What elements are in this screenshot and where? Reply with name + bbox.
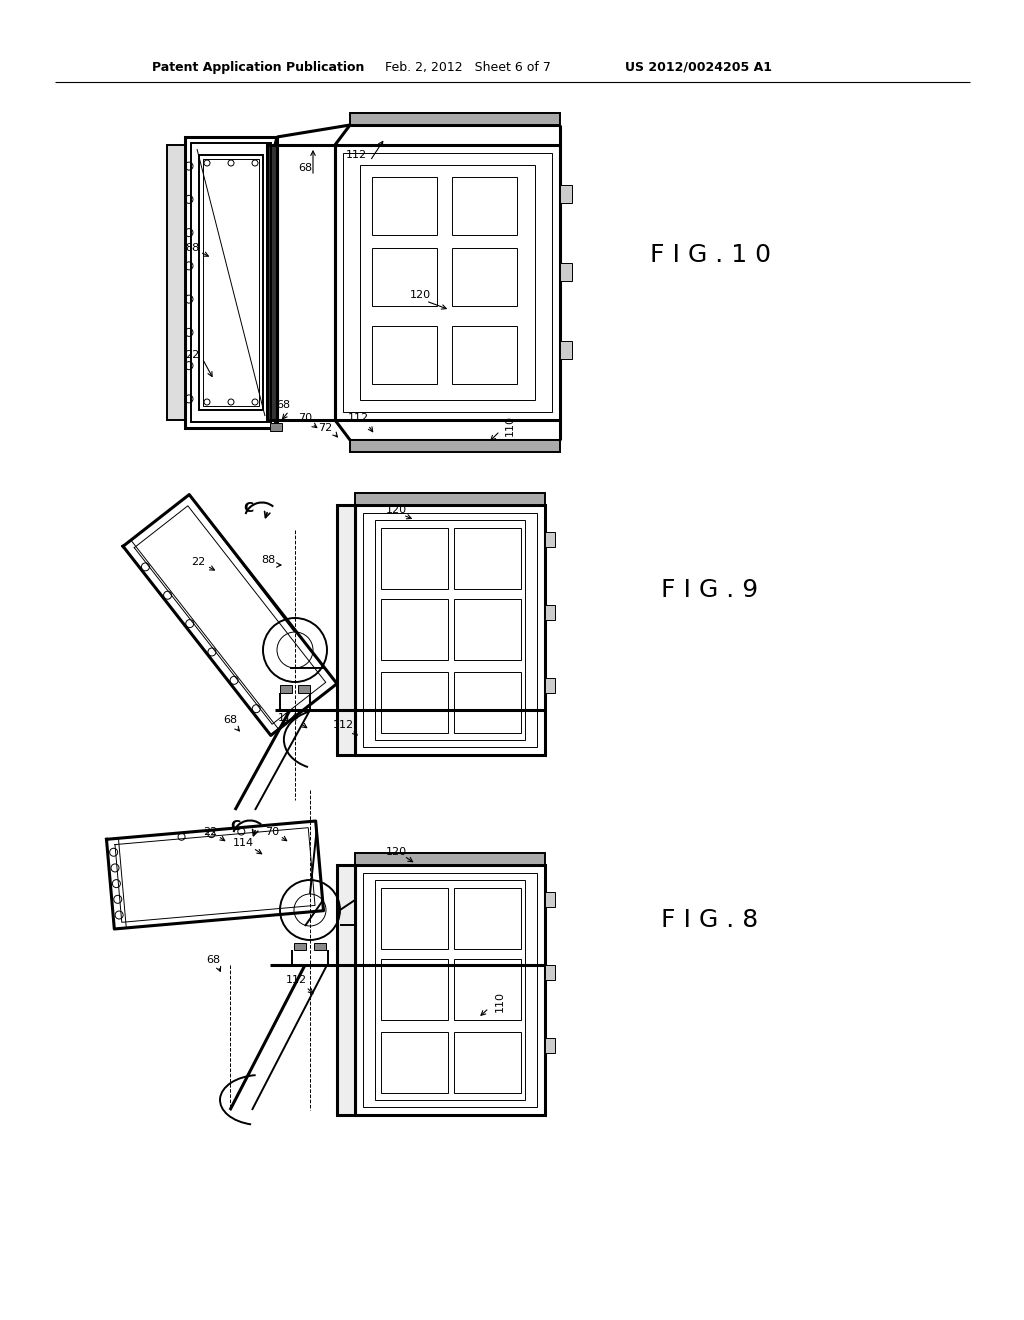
- Bar: [454, 672, 521, 733]
- Bar: [298, 685, 310, 693]
- Bar: [560, 185, 572, 203]
- Bar: [314, 942, 326, 950]
- Bar: [454, 528, 521, 589]
- Bar: [545, 965, 555, 979]
- Text: 22: 22: [203, 828, 217, 837]
- Text: Feb. 2, 2012   Sheet 6 of 7: Feb. 2, 2012 Sheet 6 of 7: [385, 61, 551, 74]
- Bar: [280, 685, 292, 693]
- Bar: [381, 672, 449, 733]
- Text: 68: 68: [223, 715, 238, 725]
- Text: 120: 120: [410, 290, 430, 300]
- Bar: [381, 888, 449, 949]
- Bar: [360, 165, 535, 400]
- Bar: [337, 506, 355, 755]
- Bar: [545, 532, 555, 546]
- Text: 120: 120: [385, 506, 407, 515]
- Bar: [560, 263, 572, 281]
- Bar: [375, 880, 525, 1100]
- Text: F I G . 9: F I G . 9: [662, 578, 759, 602]
- Text: 70: 70: [298, 413, 312, 422]
- Bar: [381, 1032, 449, 1093]
- Text: 110: 110: [505, 414, 515, 436]
- Bar: [362, 873, 537, 1107]
- Bar: [355, 853, 545, 865]
- Text: 114: 114: [278, 713, 299, 723]
- Bar: [381, 528, 449, 589]
- Bar: [267, 145, 278, 420]
- Bar: [355, 865, 545, 1115]
- Text: C: C: [243, 502, 253, 515]
- Bar: [452, 248, 517, 306]
- Text: C: C: [229, 818, 240, 833]
- Bar: [372, 326, 437, 384]
- Bar: [343, 153, 552, 412]
- Bar: [454, 1032, 521, 1093]
- Bar: [454, 888, 521, 949]
- Text: 112: 112: [333, 719, 353, 730]
- Bar: [350, 114, 560, 125]
- Text: 110: 110: [495, 991, 505, 1012]
- Text: 120: 120: [385, 847, 407, 857]
- Text: 68: 68: [298, 162, 312, 173]
- Bar: [375, 520, 525, 741]
- Bar: [381, 960, 449, 1020]
- Bar: [335, 145, 560, 420]
- Bar: [167, 145, 185, 420]
- Bar: [545, 678, 555, 693]
- Bar: [381, 599, 449, 660]
- Text: F I G . 8: F I G . 8: [662, 908, 759, 932]
- Bar: [372, 248, 437, 306]
- Bar: [185, 137, 278, 428]
- Bar: [270, 422, 282, 432]
- Text: 22: 22: [185, 350, 199, 360]
- Bar: [294, 942, 306, 950]
- Text: Patent Application Publication: Patent Application Publication: [152, 61, 365, 74]
- Bar: [545, 605, 555, 620]
- Bar: [452, 177, 517, 235]
- Text: 114: 114: [232, 838, 254, 847]
- Text: 112: 112: [347, 413, 369, 422]
- Text: 72: 72: [317, 422, 332, 433]
- Text: 88: 88: [261, 554, 275, 565]
- Text: 112: 112: [286, 975, 306, 985]
- Bar: [362, 513, 537, 747]
- Bar: [199, 154, 263, 411]
- Bar: [350, 440, 560, 451]
- Text: 112: 112: [345, 150, 367, 160]
- Bar: [545, 892, 555, 907]
- Bar: [355, 492, 545, 506]
- Text: 70: 70: [265, 828, 280, 837]
- Bar: [191, 143, 271, 422]
- Text: 68: 68: [275, 400, 290, 411]
- Bar: [560, 341, 572, 359]
- Bar: [452, 326, 517, 384]
- Bar: [454, 599, 521, 660]
- Bar: [203, 158, 259, 407]
- Bar: [337, 865, 355, 1115]
- Bar: [355, 506, 545, 755]
- Text: 22: 22: [190, 557, 205, 568]
- Bar: [545, 1038, 555, 1053]
- Bar: [372, 177, 437, 235]
- Text: 68: 68: [206, 954, 220, 965]
- Bar: [454, 960, 521, 1020]
- Text: 88: 88: [185, 243, 199, 253]
- Text: F I G . 1 0: F I G . 1 0: [649, 243, 770, 267]
- Text: US 2012/0024205 A1: US 2012/0024205 A1: [625, 61, 772, 74]
